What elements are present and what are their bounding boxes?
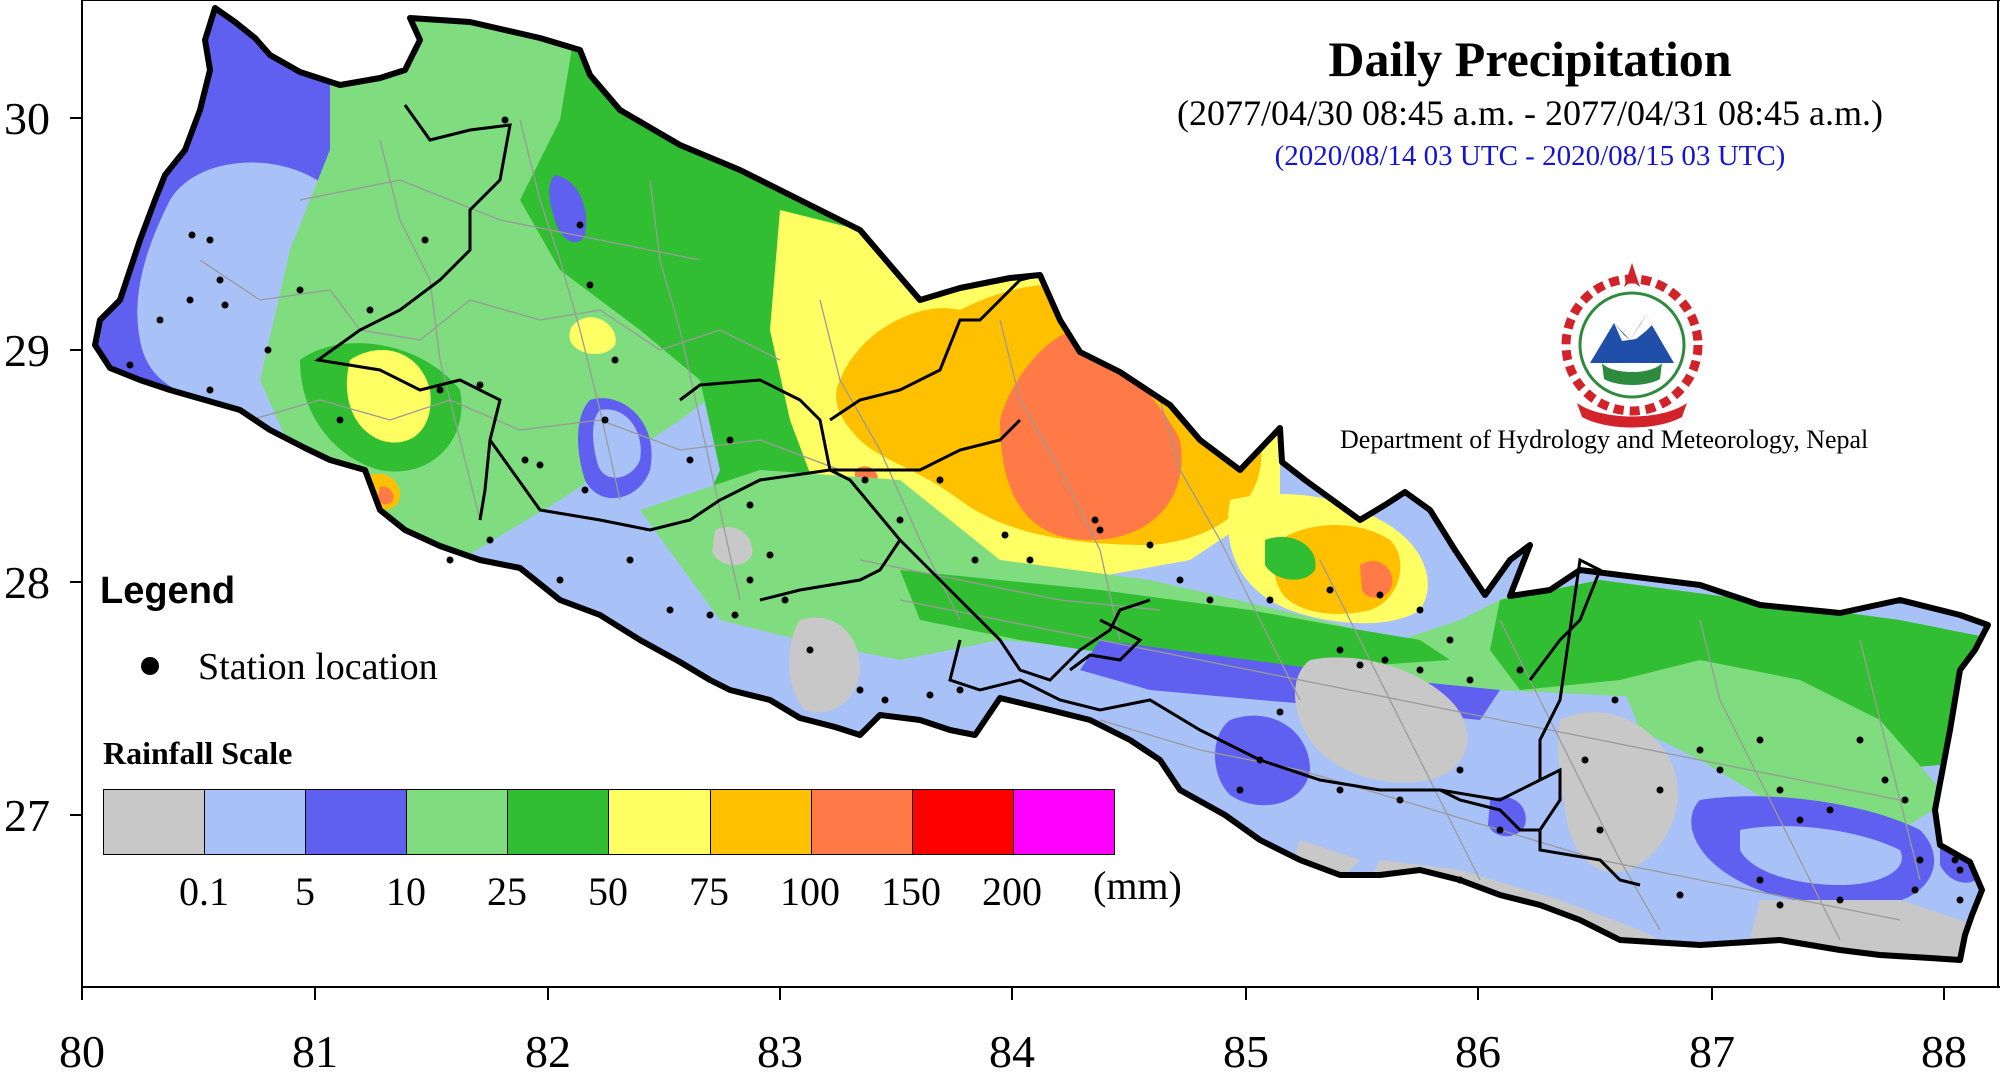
district-boundaries (199, 119, 1921, 941)
rainfall-scale-title: Rainfall Scale (103, 735, 293, 771)
scale-swatch (104, 790, 206, 854)
scale-label: 50 (588, 869, 628, 914)
scale-label: 0.1 (179, 869, 229, 914)
x-tick-label: 83 (757, 1026, 803, 1077)
scale-label: 5 (295, 869, 315, 914)
scale-swatch (1013, 790, 1114, 854)
x-tick-label: 80 (59, 1026, 105, 1077)
y-tick-label: 28 (4, 557, 50, 608)
scale-label: 25 (487, 869, 527, 914)
x-tick-label: 87 (1689, 1026, 1735, 1077)
x-tick-label: 86 (1455, 1026, 1501, 1077)
y-tick-label: 27 (4, 790, 50, 841)
scale-swatch (407, 790, 509, 854)
x-tick-label: 88 (1921, 1026, 1967, 1077)
scale-label: 200 (982, 869, 1042, 914)
nepal-outline (92, 5, 1991, 963)
scale-unit: (mm) (1093, 863, 1182, 908)
scale-label: 10 (386, 869, 426, 914)
axes-frame (70, 0, 2000, 1000)
nepali-date-range: (2077/04/30 08:45 a.m. - 2077/04/31 08:4… (1177, 93, 1883, 133)
scale-swatch (811, 790, 913, 854)
station-dot-icon (141, 657, 159, 675)
utc-date-range: (2020/08/14 03 UTC - 2020/08/15 03 UTC) (1274, 140, 1786, 172)
scale-swatch (508, 790, 610, 854)
legend-title: Legend (100, 570, 236, 612)
x-tick-label: 84 (989, 1026, 1035, 1077)
y-tick-label: 30 (4, 93, 50, 144)
scale-swatch (710, 790, 812, 854)
x-tick-label: 82 (525, 1026, 571, 1077)
y-tick-label: 29 (4, 325, 50, 376)
province-boundaries (314, 104, 1641, 887)
rainfall-scale-bar (103, 789, 1115, 855)
department-name: Department of Hydrology and Meteorology,… (1340, 425, 1869, 454)
scale-swatch (205, 790, 307, 854)
map-title: Daily Precipitation (1328, 31, 1732, 87)
scale-swatch (306, 790, 408, 854)
scale-label: 100 (780, 869, 840, 914)
scale-swatch (609, 790, 711, 854)
scale-label: 75 (689, 869, 729, 914)
scale-label: 150 (881, 869, 941, 914)
scale-swatch (912, 790, 1014, 854)
government-emblem-icon (1561, 263, 1703, 428)
x-tick-label: 81 (292, 1026, 338, 1077)
x-tick-label: 85 (1223, 1026, 1269, 1077)
station-markers (126, 116, 1964, 909)
station-location-label: Station location (198, 646, 438, 688)
